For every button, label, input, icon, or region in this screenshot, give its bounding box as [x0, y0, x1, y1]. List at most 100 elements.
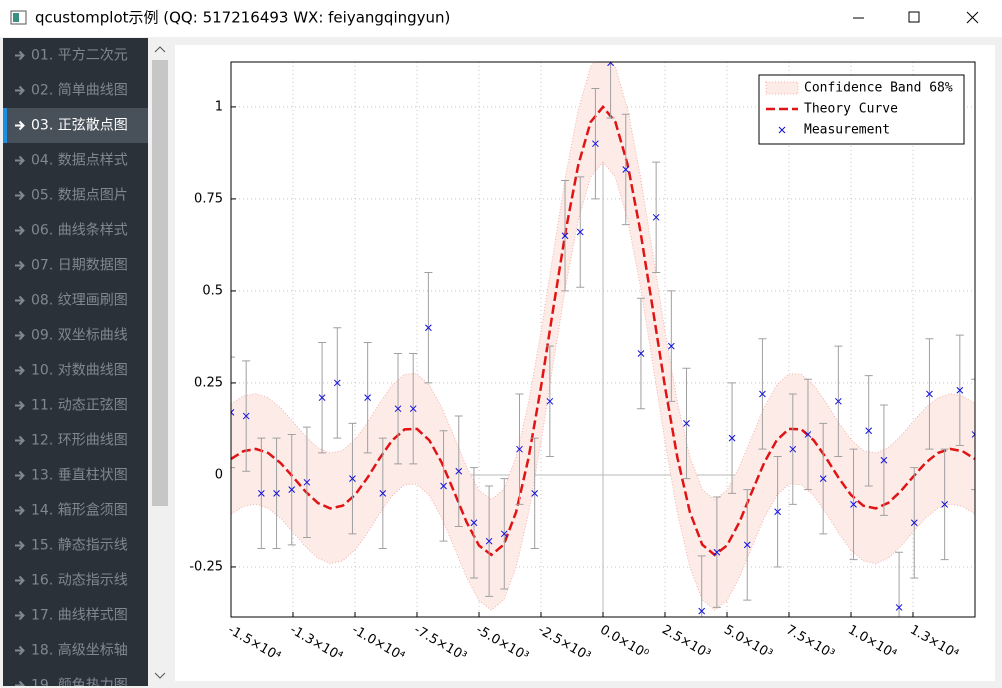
arrow-icon	[15, 155, 25, 166]
measurement-point	[440, 482, 447, 490]
measurement-point	[333, 379, 341, 387]
measurement-point	[485, 537, 493, 545]
measurement-point	[698, 607, 706, 615]
error-bar	[231, 356, 235, 469]
measurement-point	[409, 405, 417, 413]
sidebar-item[interactable]: 17. 曲线样式图	[31, 608, 128, 624]
arrow-icon	[15, 190, 25, 201]
arrow-icon	[15, 120, 25, 131]
sidebar-item[interactable]: 10. 对数曲线图	[31, 363, 128, 379]
arrow-icon	[15, 680, 25, 686]
sidebar-item[interactable]: 06. 曲线条样式	[31, 222, 128, 239]
y-tick-label: 1	[215, 99, 223, 114]
measurement-point	[895, 604, 903, 611]
arrow-icon	[15, 575, 25, 586]
legend-swatch	[778, 126, 786, 134]
y-tick-label: -0.25	[189, 559, 223, 574]
measurement-point	[546, 397, 554, 405]
sidebar-item[interactable]: 11. 动态正弦图	[31, 398, 128, 414]
sidebar-item[interactable]: 12. 环形曲线图	[31, 433, 128, 449]
measurement-point	[455, 467, 463, 475]
measurement-point	[242, 412, 250, 420]
arrow-icon	[15, 470, 25, 481]
measurement-point	[789, 445, 797, 453]
legend-label: Confidence Band 68%	[804, 81, 953, 96]
sidebar-item[interactable]: 18. 高级坐标轴	[31, 642, 128, 659]
arrow-icon	[15, 400, 25, 411]
sidebar-item[interactable]: 01. 平方二次元	[31, 48, 128, 64]
measurement-point	[652, 213, 660, 221]
measurement-point	[231, 409, 235, 416]
measurement-point	[425, 324, 432, 332]
measurement-point	[774, 508, 781, 516]
measurement-point	[470, 519, 478, 527]
measurement-point	[622, 166, 630, 173]
arrow-icon	[15, 435, 25, 446]
measurement-point	[592, 140, 599, 148]
measurement-point	[394, 405, 402, 413]
measurement-point	[728, 434, 736, 442]
arrow-icon	[15, 365, 25, 376]
measurement-point	[956, 386, 964, 394]
measurement-point	[713, 548, 721, 556]
sidebar-item[interactable]: 08. 纹理画刷图	[31, 293, 128, 309]
sidebar	[3, 38, 148, 686]
maximize-button[interactable]	[908, 11, 920, 23]
selected-indicator	[3, 108, 7, 143]
measurement-point	[926, 390, 933, 398]
arrow-icon	[15, 225, 25, 236]
measurement-point	[850, 501, 857, 508]
legend-label: Measurement	[804, 123, 890, 138]
measurement-point	[303, 478, 311, 486]
axis-box	[230, 61, 976, 618]
arrow-icon	[15, 645, 25, 656]
measurement-point	[865, 427, 873, 435]
arrow-icon	[15, 610, 25, 621]
sidebar-item[interactable]: 16. 动态指示线	[31, 573, 128, 589]
measurement-point	[561, 232, 569, 240]
measurement-point	[258, 489, 265, 497]
measurement-point	[667, 342, 675, 350]
scrollbar-thumb[interactable]	[152, 60, 168, 506]
measurement-point	[683, 420, 690, 427]
error-bar	[971, 378, 975, 491]
close-button[interactable]	[966, 11, 979, 24]
measurement-point	[500, 530, 508, 538]
sidebar-item[interactable]: 03. 正弦散点图	[31, 118, 128, 134]
sidebar-item[interactable]: 14. 箱形盒须图	[31, 502, 128, 519]
sidebar-item[interactable]: 09. 双坐标曲线	[31, 328, 128, 344]
measurement-point	[576, 228, 584, 236]
arrow-icon	[15, 50, 25, 61]
legend-label: Theory Curve	[804, 102, 898, 117]
sidebar-item[interactable]: 15. 静态指示线	[31, 538, 128, 554]
measurement-point	[910, 519, 918, 527]
sidebar-item[interactable]: 07. 日期数据图	[31, 258, 128, 274]
measurement-point	[318, 394, 326, 402]
measurement-point	[759, 390, 766, 398]
measurement-point	[288, 486, 296, 494]
measurement-point	[607, 62, 614, 67]
measurement-point	[273, 489, 280, 497]
arrow-icon	[15, 85, 25, 96]
measurement-point	[516, 445, 523, 453]
scroll-down[interactable]	[154, 672, 166, 679]
sidebar-item[interactable]: 04. 数据点样式	[31, 153, 128, 169]
scroll-up[interactable]	[154, 46, 166, 53]
measurement-point	[379, 489, 387, 497]
sidebar-item[interactable]: 02. 简单曲线图	[31, 82, 128, 99]
theory-curve	[231, 104, 975, 557]
y-tick-label: 0.5	[202, 283, 223, 298]
sidebar-item[interactable]: 05. 数据点图片	[31, 188, 128, 204]
measurement-point	[531, 489, 539, 497]
y-tick-label: 0.25	[194, 375, 223, 390]
arrow-icon	[15, 505, 25, 516]
title-bar	[0, 0, 1002, 37]
legend-swatch	[765, 81, 799, 95]
measurement-point	[349, 475, 356, 482]
sidebar-item[interactable]: 19. 颜色热力图	[31, 677, 128, 688]
sidebar-item[interactable]: 13. 垂直柱状图	[31, 467, 128, 484]
measurement-point	[971, 431, 975, 438]
window-title: qcustomplot示例 (QQ: 517216493 WX: feiyang…	[35, 9, 450, 27]
measurement-point	[743, 541, 751, 549]
